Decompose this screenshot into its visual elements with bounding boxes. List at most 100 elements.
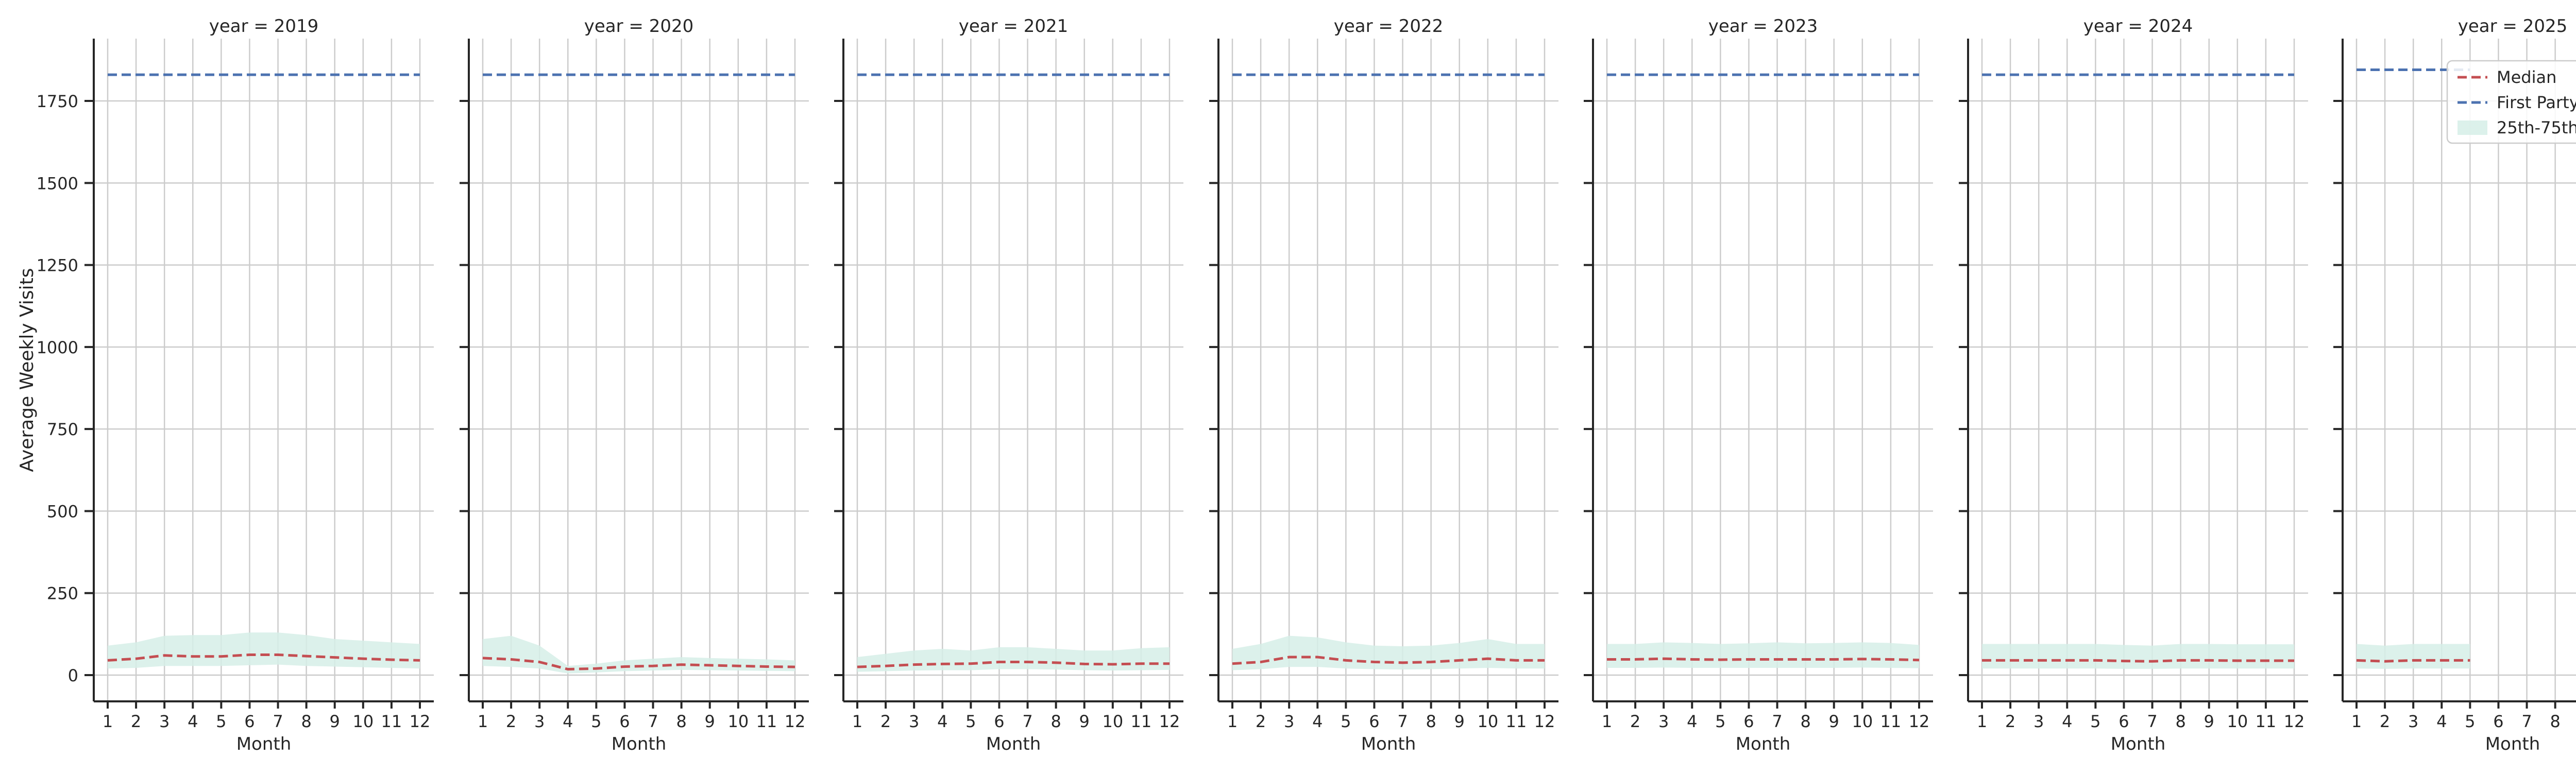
x-tick-label: 1 bbox=[1602, 712, 1612, 731]
x-tick-label: 11 bbox=[1131, 712, 1152, 731]
x-tick-label: 10 bbox=[352, 712, 374, 731]
x-tick-label: 3 bbox=[534, 712, 545, 731]
legend-label: 25th-75th Percentile bbox=[2497, 118, 2576, 137]
x-tick-label: 11 bbox=[756, 712, 777, 731]
x-tick-label: 7 bbox=[648, 712, 658, 731]
y-tick-label: 0 bbox=[68, 666, 78, 685]
x-tick-label: 8 bbox=[1426, 712, 1436, 731]
x-tick-label: 5 bbox=[216, 712, 226, 731]
x-tick-label: 11 bbox=[2256, 712, 2277, 731]
legend-swatch bbox=[2458, 120, 2487, 135]
x-tick-label: 6 bbox=[244, 712, 255, 731]
y-tick-label: 1750 bbox=[37, 92, 78, 111]
median-line bbox=[1607, 657, 1920, 662]
x-tick-label: 5 bbox=[2465, 712, 2475, 731]
median-line bbox=[1232, 656, 1545, 665]
x-tick-label: 3 bbox=[2033, 712, 2044, 731]
x-tick-label: 1 bbox=[2351, 712, 2362, 731]
x-tick-label: 4 bbox=[2062, 712, 2072, 731]
x-tick-label: 7 bbox=[1022, 712, 1032, 731]
x-tick-label: 6 bbox=[619, 712, 630, 731]
percentile-band bbox=[108, 632, 420, 669]
x-tick-label: 8 bbox=[1800, 712, 1810, 731]
x-tick-label: 11 bbox=[1506, 712, 1527, 731]
x-tick-label: 10 bbox=[2227, 712, 2248, 731]
x-tick-label: 9 bbox=[1829, 712, 1839, 731]
y-tick-label: 750 bbox=[47, 420, 78, 439]
panel-title: year = 2025 bbox=[2458, 16, 2567, 37]
x-tick-label: 3 bbox=[909, 712, 919, 731]
y-tick-label: 1500 bbox=[37, 174, 78, 193]
x-tick-label: 2 bbox=[880, 712, 891, 731]
x-tick-label: 3 bbox=[1658, 712, 1669, 731]
x-tick-label: 9 bbox=[1454, 712, 1465, 731]
percentile-band bbox=[1232, 635, 1545, 670]
median-line bbox=[482, 657, 795, 671]
x-axis-label: Month bbox=[236, 734, 292, 754]
x-tick-label: 8 bbox=[676, 712, 686, 731]
x-axis-label: Month bbox=[986, 734, 1041, 754]
x-tick-label: 5 bbox=[2090, 712, 2100, 731]
x-tick-label: 5 bbox=[591, 712, 601, 731]
x-tick-label: 12 bbox=[785, 712, 806, 731]
x-tick-label: 12 bbox=[1159, 712, 1180, 731]
median-line bbox=[1982, 659, 2294, 663]
x-tick-label: 9 bbox=[330, 712, 340, 731]
panel-title: year = 2021 bbox=[959, 16, 1068, 37]
x-tick-label: 8 bbox=[2550, 712, 2560, 731]
x-tick-label: 2 bbox=[1256, 712, 1266, 731]
legend-label: Median bbox=[2497, 67, 2556, 87]
percentile-band bbox=[1607, 642, 1919, 668]
x-tick-label: 1 bbox=[478, 712, 488, 731]
x-tick-label: 4 bbox=[2436, 712, 2447, 731]
x-tick-label: 7 bbox=[273, 712, 283, 731]
x-tick-label: 3 bbox=[1284, 712, 1294, 731]
x-tick-label: 1 bbox=[852, 712, 862, 731]
x-tick-label: 7 bbox=[2521, 712, 2532, 731]
x-tick-label: 4 bbox=[563, 712, 573, 731]
median-line bbox=[857, 661, 1170, 668]
x-tick-label: 1 bbox=[1227, 712, 1238, 731]
x-tick-label: 7 bbox=[1772, 712, 1782, 731]
x-tick-label: 12 bbox=[1534, 712, 1555, 731]
x-tick-label: 10 bbox=[727, 712, 749, 731]
x-axis-label: Month bbox=[2111, 734, 2166, 754]
x-tick-label: 2 bbox=[2380, 712, 2390, 731]
x-tick-label: 4 bbox=[188, 712, 198, 731]
x-tick-label: 6 bbox=[2493, 712, 2503, 731]
x-tick-label: 7 bbox=[1397, 712, 1408, 731]
panel-title: year = 2023 bbox=[1708, 16, 1818, 37]
percentile-band bbox=[857, 647, 1170, 672]
x-tick-label: 2 bbox=[506, 712, 516, 731]
panel-title: year = 2024 bbox=[2083, 16, 2193, 37]
x-tick-label: 2 bbox=[2005, 712, 2015, 731]
x-tick-label: 1 bbox=[1977, 712, 1987, 731]
x-tick-label: 3 bbox=[2408, 712, 2418, 731]
x-tick-label: 6 bbox=[2119, 712, 2129, 731]
x-tick-label: 9 bbox=[705, 712, 715, 731]
x-axis-label: Month bbox=[612, 734, 667, 754]
y-tick-label: 1250 bbox=[37, 256, 78, 275]
percentile-band bbox=[1982, 644, 2294, 669]
x-tick-label: 6 bbox=[1743, 712, 1754, 731]
panel-title: year = 2022 bbox=[1334, 16, 1443, 37]
y-axis-label: Average Weekly Visits bbox=[16, 268, 38, 472]
x-tick-label: 12 bbox=[410, 712, 431, 731]
x-tick-label: 5 bbox=[1715, 712, 1725, 731]
x-axis-label: Month bbox=[1736, 734, 1791, 754]
x-tick-label: 1 bbox=[103, 712, 113, 731]
y-tick-label: 1000 bbox=[37, 338, 78, 357]
median-line bbox=[107, 653, 420, 662]
legend-label: First Party Median bbox=[2497, 93, 2576, 112]
x-tick-label: 6 bbox=[1369, 712, 1379, 731]
x-tick-label: 7 bbox=[2147, 712, 2157, 731]
x-tick-label: 8 bbox=[1050, 712, 1061, 731]
